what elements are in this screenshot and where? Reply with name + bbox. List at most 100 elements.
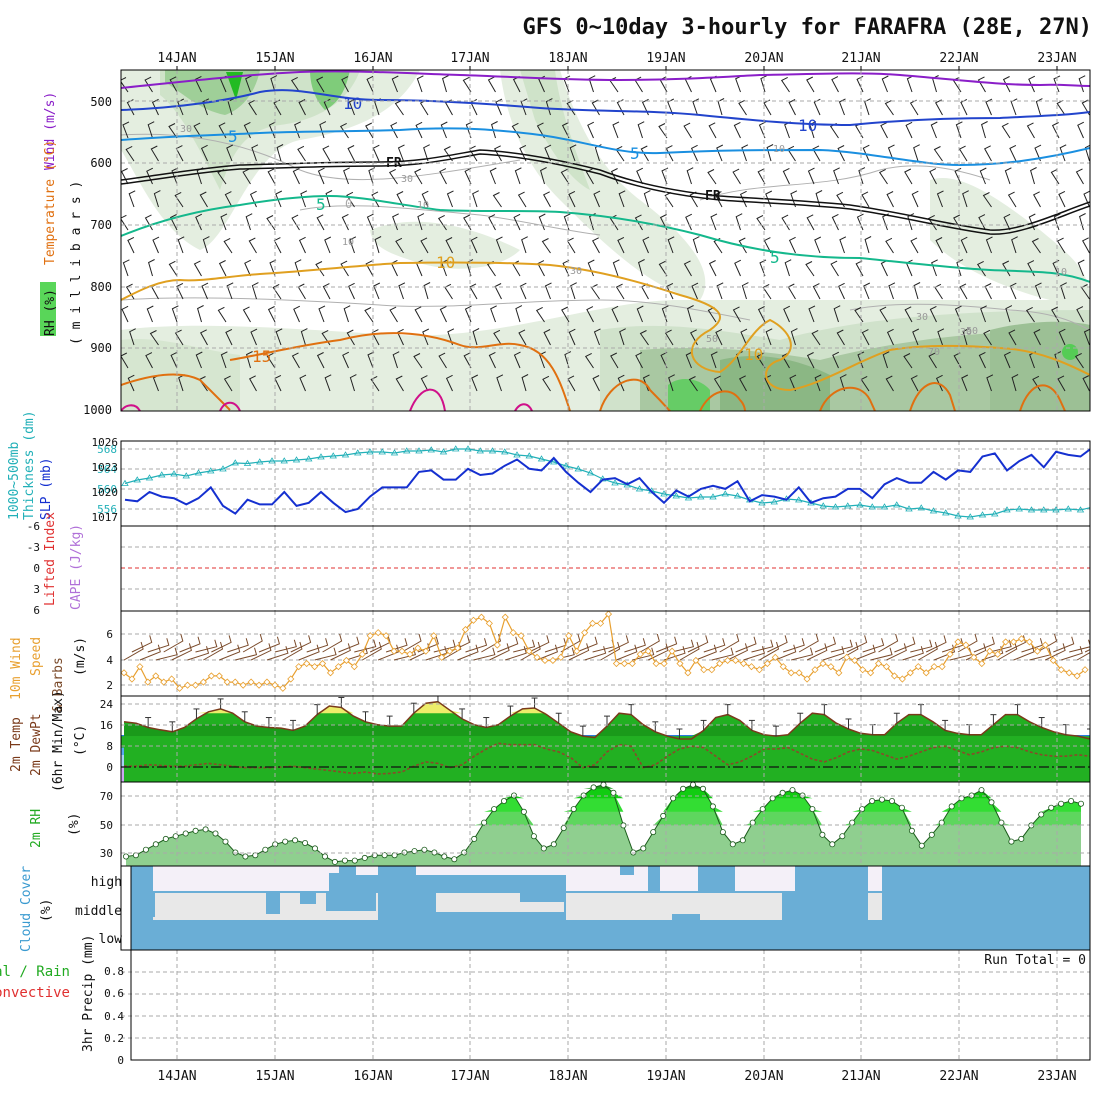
wind-barb bbox=[246, 351, 253, 369]
contour-labels: 10 10 5 5 FR FR 5 5 10 10 15 0 30 10 10 … bbox=[180, 94, 1067, 366]
wind10m-ticks: 6 4 2 bbox=[106, 628, 113, 692]
wind-speed-point bbox=[136, 663, 144, 671]
wind-barb bbox=[735, 75, 742, 93]
wind-barb bbox=[487, 76, 496, 93]
wind-speed-point bbox=[358, 650, 366, 658]
wind10m-barb bbox=[600, 641, 621, 661]
wind-barb bbox=[249, 375, 257, 392]
y-tick: 0.6 bbox=[104, 987, 124, 1000]
wind-barb bbox=[692, 98, 700, 116]
wind-speed-point bbox=[692, 656, 700, 665]
wind-barb bbox=[423, 282, 431, 300]
wind-speed-point bbox=[311, 663, 319, 671]
wind-barb bbox=[667, 98, 675, 116]
wind-barb bbox=[315, 261, 325, 277]
wind-barb bbox=[882, 213, 889, 231]
wind-barb bbox=[472, 328, 480, 346]
thickness-point bbox=[121, 479, 129, 486]
wind-barb bbox=[535, 306, 545, 323]
wind-barb bbox=[197, 305, 204, 323]
wind-speed-point bbox=[1049, 656, 1057, 665]
wind-barb bbox=[1082, 375, 1090, 392]
wind-speed-point bbox=[708, 666, 716, 674]
wind-barb bbox=[291, 214, 300, 231]
temp-green-bands bbox=[121, 724, 1090, 748]
wind-barb bbox=[168, 123, 178, 139]
wind10m-barb bbox=[227, 638, 249, 653]
thickness-point bbox=[243, 459, 252, 466]
wind-barb bbox=[299, 374, 307, 392]
wind-barb bbox=[538, 75, 546, 93]
wind10m-barb bbox=[536, 644, 559, 661]
wind-barb bbox=[570, 282, 577, 300]
wind10m-barb bbox=[219, 644, 241, 661]
wind-speed-point bbox=[994, 650, 1002, 658]
wind-speed-point bbox=[763, 659, 771, 668]
rh-point bbox=[610, 789, 617, 796]
wind10m-barb bbox=[830, 639, 853, 653]
wind-barb bbox=[440, 121, 448, 139]
rh-point bbox=[670, 795, 677, 802]
wind-barb bbox=[470, 98, 478, 116]
rh-point bbox=[540, 845, 547, 852]
wind-barb bbox=[266, 352, 276, 369]
wind-speed-point bbox=[604, 611, 613, 618]
wind-barb bbox=[984, 283, 992, 300]
wind-barb bbox=[763, 99, 772, 116]
wind-barb bbox=[514, 167, 522, 185]
wind-barb bbox=[445, 237, 453, 254]
wind-speed-point bbox=[612, 659, 621, 668]
wind10m-barb bbox=[433, 639, 456, 653]
thickness-point bbox=[280, 457, 288, 464]
wind10m-barb bbox=[401, 633, 422, 653]
wind-barb bbox=[414, 306, 423, 323]
wind-barb bbox=[170, 351, 178, 369]
rh-point bbox=[889, 798, 896, 805]
thickness-point bbox=[1040, 506, 1048, 513]
thickness-point bbox=[635, 485, 644, 492]
wind10m-barb bbox=[298, 644, 320, 661]
wind10m-barb bbox=[393, 647, 417, 661]
rh-point bbox=[411, 848, 418, 855]
wind-barb bbox=[888, 282, 896, 300]
y-tick: 8 bbox=[106, 740, 113, 753]
wind-speed-point bbox=[835, 669, 843, 677]
chart-title: GFS 0~10day 3-hourly for FARAFRA (28E, 2… bbox=[522, 15, 1092, 40]
rh-point bbox=[212, 830, 219, 837]
wind-speed-point bbox=[628, 659, 636, 668]
wind-speed-point bbox=[739, 659, 748, 668]
temp2m-label-1: 2m Temp bbox=[9, 717, 24, 772]
wind-speed-point bbox=[811, 666, 819, 674]
wind-barb bbox=[562, 259, 570, 277]
wind-barb bbox=[639, 330, 649, 346]
wind10m-label-4: (m/s) bbox=[73, 637, 88, 676]
wind-barb bbox=[985, 98, 993, 116]
wind10m-barbs bbox=[123, 633, 1090, 661]
rh-label: 30 bbox=[180, 124, 192, 135]
y-tick: 6 bbox=[33, 604, 40, 617]
wind-barb bbox=[978, 214, 986, 231]
wind-barb bbox=[544, 282, 552, 300]
wind10m-barb bbox=[505, 646, 527, 661]
wind-speed-point bbox=[620, 659, 628, 668]
wind-barb bbox=[423, 144, 430, 162]
wind10m-barb bbox=[560, 633, 581, 653]
wind10m-barb bbox=[798, 633, 819, 653]
wind-barb bbox=[445, 374, 453, 392]
wind-speed-point bbox=[930, 663, 938, 671]
wind-speed-point bbox=[279, 684, 287, 692]
wind10m-barb bbox=[862, 638, 885, 653]
wind-barb bbox=[641, 283, 649, 300]
wind-barb bbox=[122, 121, 130, 139]
wind-barb bbox=[121, 352, 129, 369]
rh-point bbox=[819, 831, 826, 838]
wind-barb bbox=[347, 145, 355, 162]
bottom-date-label: 18JAN bbox=[548, 1069, 587, 1084]
wind-barb bbox=[267, 168, 276, 185]
wind-barb bbox=[122, 259, 130, 277]
wind-barb bbox=[1009, 144, 1017, 162]
wind-speed-point bbox=[461, 625, 470, 634]
wind-barb bbox=[269, 259, 277, 277]
rh-label: 10 bbox=[773, 144, 785, 155]
wind-barb bbox=[833, 305, 841, 323]
